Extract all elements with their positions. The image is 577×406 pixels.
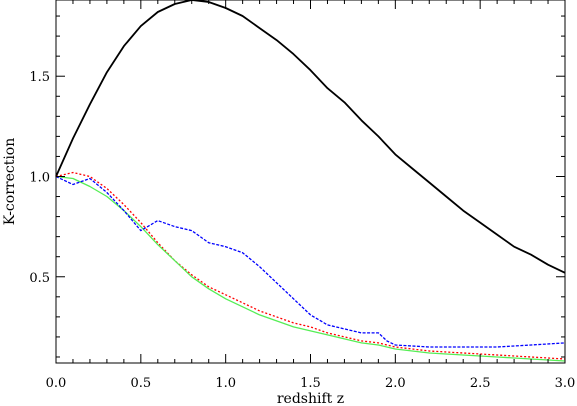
- x-tick-label: 1.5: [300, 376, 321, 391]
- x-tick-label: 2.0: [385, 376, 406, 391]
- y-axis-title: K-correction: [2, 138, 18, 226]
- series-line-3: [55, 175, 566, 362]
- series-line-1: [55, 0, 566, 274]
- x-tick-label: 0.0: [46, 376, 67, 391]
- x-tick-label: 3.0: [555, 376, 576, 391]
- y-tick-label: 0.5: [29, 271, 50, 286]
- x-tick-label: 2.5: [470, 376, 491, 391]
- plot-frame: [55, 0, 566, 364]
- x-tick-label: 0.5: [130, 376, 151, 391]
- x-tick-label: 1.0: [215, 376, 236, 391]
- x-axis-title: redshift z: [277, 391, 344, 406]
- axis-ticks: [55, 0, 566, 363]
- series-line-4: [55, 175, 566, 348]
- tick-labels: 0.0 0.5 1.0 1.5 2.0 2.5 3.0 0.5 1.0 1.5: [29, 70, 575, 391]
- y-tick-label: 1.0: [29, 170, 50, 185]
- y-tick-label: 1.5: [29, 70, 50, 85]
- plot-lines: [55, 0, 566, 362]
